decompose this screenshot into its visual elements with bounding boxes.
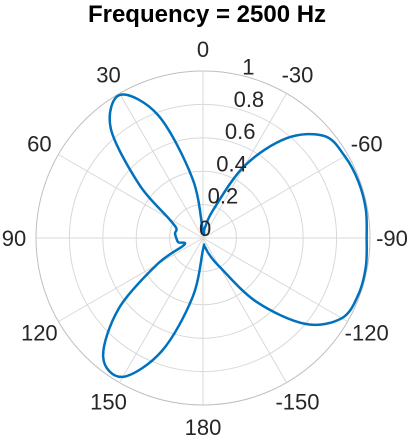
polar-grid: [35, 70, 371, 406]
angle-tick-label: 0: [197, 37, 209, 62]
angle-tick-labels: 0 -30 -60 -90 -120 -150 180 150 120 90 60 30: [2, 37, 408, 438]
angle-tick-label: 180: [185, 415, 222, 438]
series-group: [101, 93, 369, 379]
angle-tick-label: -30: [282, 62, 314, 87]
radial-tick-label: 0.4: [216, 151, 247, 176]
radial-tick-labels: 0 0.2 0.4 0.6 0.8 1: [199, 55, 264, 241]
series-line-0: [101, 93, 369, 379]
angular-grid-spoke: [202, 154, 348, 239]
radial-tick-label: 1: [242, 55, 254, 80]
angular-grid-spoke: [202, 237, 287, 383]
angular-grid-spoke: [119, 93, 204, 239]
angle-tick-label: -90: [376, 226, 408, 251]
angle-tick-label: -60: [351, 132, 383, 157]
angle-tick-label: -150: [275, 390, 319, 415]
angle-tick-label: 60: [27, 132, 51, 157]
angular-grid-spoke: [58, 237, 204, 322]
angle-tick-label: -120: [345, 321, 389, 346]
angle-tick-label: 120: [21, 321, 58, 346]
radial-tick-label: 0.6: [225, 119, 256, 144]
chart-title: Frequency = 2500 Hz: [88, 1, 326, 28]
angle-tick-label: 30: [96, 62, 120, 87]
radial-tick-label: 0.8: [234, 87, 265, 112]
angular-grid-spoke: [58, 154, 204, 239]
angular-grid-spoke: [202, 237, 348, 322]
angle-tick-label: 150: [90, 390, 127, 415]
angle-tick-label: 90: [2, 226, 26, 251]
radial-tick-label: 0.2: [208, 184, 239, 209]
angular-grid-spoke: [119, 237, 204, 383]
radial-tick-label: 0: [199, 216, 211, 241]
